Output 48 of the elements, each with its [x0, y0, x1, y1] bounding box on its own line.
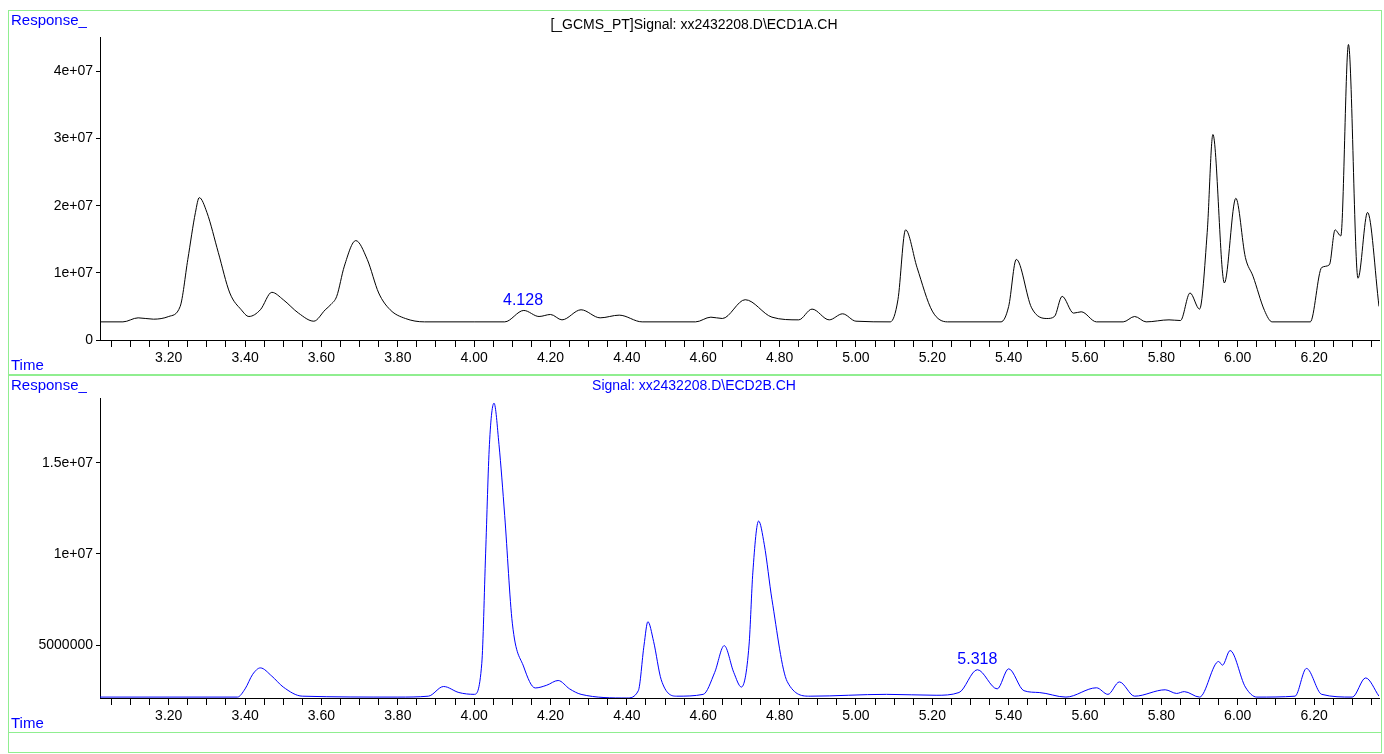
chart-title: [_GCMS_PT]Signal: xx2432208.D\ECD1A.CH — [550, 16, 838, 33]
y-tick-label: 1e+07 — [53, 263, 94, 280]
x-tick-label: 4.40 — [613, 707, 641, 724]
x-tick-label: 5.60 — [1071, 707, 1099, 724]
x-tick-label: 4.80 — [765, 707, 794, 724]
x-tick-label: 5.40 — [995, 707, 1023, 724]
x-tick-label: 6.00 — [1224, 707, 1252, 724]
y-tick-label: 2e+07 — [53, 196, 94, 213]
x-tick-label: 3.60 — [307, 349, 336, 366]
annotation: 5.318 — [957, 650, 998, 668]
x-tick-label: 5.40 — [995, 349, 1023, 366]
x-tick-label: 6.00 — [1224, 349, 1252, 366]
x-tick-label: 6.20 — [1300, 349, 1328, 366]
y-axis-title: Response_ — [11, 375, 88, 393]
x-tick-label: 5.00 — [842, 349, 870, 366]
x-tick-label: 3.80 — [384, 707, 412, 724]
x-tick-label: 4.80 — [765, 349, 794, 366]
y-tick-label: 1e+07 — [53, 544, 94, 561]
x-tick-label: 4.60 — [689, 349, 718, 366]
x-tick-label: 3.20 — [155, 707, 183, 724]
x-tick-label: 4.20 — [536, 707, 565, 724]
x-tick-label: 6.20 — [1300, 707, 1328, 724]
y-axis-title: Response_ — [11, 10, 88, 28]
x-tick-label: 3.80 — [384, 349, 412, 366]
x-tick-label: 4.60 — [689, 707, 718, 724]
x-tick-label: 3.40 — [231, 707, 259, 724]
y-tick-label: 3e+07 — [53, 129, 94, 146]
x-tick-label: 4.00 — [460, 707, 488, 724]
x-tick-label: 5.20 — [918, 707, 947, 724]
y-tick-label: 4e+07 — [53, 62, 94, 79]
x-axis-title: Time — [11, 713, 44, 731]
y-tick-label: 0 — [85, 330, 94, 347]
x-tick-label: 5.60 — [1071, 349, 1099, 366]
chart-title: Signal: xx2432208.D\ECD2B.CH — [592, 377, 796, 394]
x-tick-label: 4.00 — [460, 349, 488, 366]
x-tick-label: 3.40 — [231, 349, 259, 366]
annotation: 4.128 — [503, 290, 544, 308]
x-tick-label: 5.00 — [842, 707, 870, 724]
x-tick-label: 3.20 — [155, 349, 183, 366]
x-tick-label: 5.80 — [1147, 707, 1176, 724]
x-tick-label: 4.40 — [613, 349, 641, 366]
y-tick-label: 1.5e+07 — [42, 453, 94, 470]
y-tick-label: 5000000 — [38, 635, 94, 652]
x-tick-label: 5.80 — [1147, 349, 1176, 366]
x-tick-label: 4.20 — [536, 349, 565, 366]
x-axis-title: Time — [11, 355, 44, 373]
x-tick-label: 3.60 — [307, 707, 336, 724]
x-tick-label: 5.20 — [918, 349, 947, 366]
